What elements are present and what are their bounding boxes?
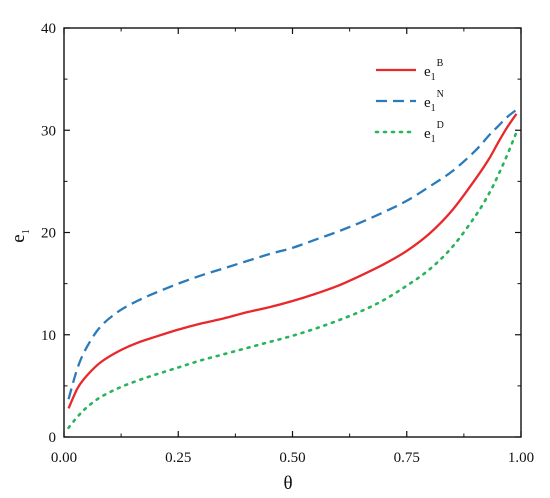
legend-label-superscript: N [437,89,444,100]
y-axis-label-base: e [8,234,29,242]
plot-frame [64,28,521,437]
legend: e1B e1N e1D [376,58,444,145]
y-axis-label-subscript: 1 [21,229,32,234]
plot-border [64,28,521,437]
series-line-e1N [69,110,517,399]
y-tick-label: 20 [41,226,56,242]
x-tick-label: 0.00 [51,450,77,466]
legend-label-e1N: e1N [424,89,444,114]
x-tick-label: 0.50 [279,450,305,466]
legend-label-superscript: B [437,58,444,69]
y-tick-label: 0 [49,430,57,446]
y-axis-label: e1 [8,229,32,242]
series-layer [69,110,517,428]
legend-label-e1B: e1B [424,58,444,83]
series-line-e1D [69,132,517,428]
y-tick-label: 40 [41,21,56,37]
y-axis: 0 10 20 30 40 [41,21,521,446]
y-tick-label: 10 [41,328,56,344]
legend-label-subscript: 1 [431,72,436,83]
series-line-e1B [69,114,517,408]
x-axis-label: θ [283,473,292,494]
x-tick-label: 0.25 [165,450,191,466]
x-tick-label: 0.75 [394,450,420,466]
x-tick-label: 1.00 [508,450,534,466]
legend-label-superscript: D [437,120,444,131]
y-tick-label: 30 [41,123,56,139]
legend-label-subscript: 1 [431,103,436,114]
legend-label-subscript: 1 [431,134,436,145]
legend-label-e1D: e1D [424,120,444,145]
